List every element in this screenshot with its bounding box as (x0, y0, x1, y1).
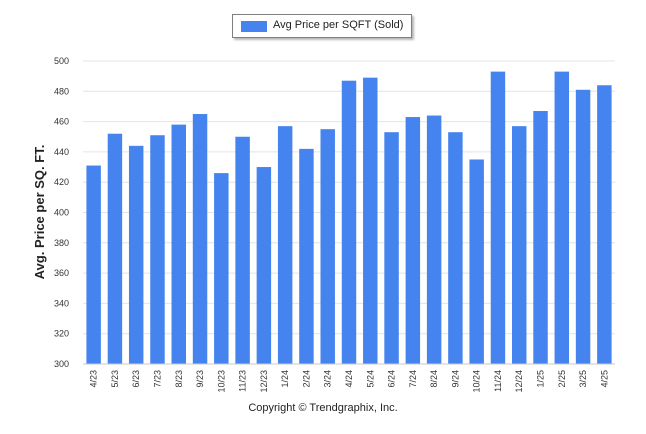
x-tick-label: 5/24 (365, 370, 375, 388)
bar[interactable] (426, 115, 442, 364)
bar[interactable] (448, 132, 463, 364)
x-tick-label: 10/23 (216, 370, 226, 393)
x-tick-label: 12/23 (259, 370, 269, 393)
y-tick-label: 340 (54, 298, 69, 308)
x-tick-label: 11/23 (238, 370, 248, 392)
y-tick-label: 360 (54, 268, 69, 278)
x-tick-label: 4/24 (344, 370, 354, 388)
y-tick-label: 480 (54, 86, 69, 96)
y-tick-label: 400 (54, 208, 69, 218)
bar[interactable] (320, 129, 335, 364)
y-tick-label: 460 (54, 117, 69, 127)
x-tick-label: 1/25 (536, 370, 546, 388)
bar[interactable] (363, 77, 378, 364)
y-axis-ticks: 300 320 340 360 380 400 420 440 460 480 500 (54, 56, 69, 369)
x-tick-label: 2/25 (557, 370, 567, 388)
y-tick-label: 320 (54, 329, 69, 339)
x-tick-label: 4/25 (599, 370, 609, 388)
bar[interactable] (597, 85, 612, 365)
x-tick-label: 3/25 (578, 370, 588, 388)
bar[interactable] (490, 71, 506, 364)
bar[interactable] (171, 124, 186, 364)
bar[interactable] (554, 71, 570, 364)
x-tick-label: 4/23 (89, 370, 99, 388)
legend-label: Avg Price per SQFT (Sold) (273, 19, 404, 31)
y-tick-label: 440 (54, 147, 69, 157)
y-tick-label: 300 (54, 359, 69, 369)
y-tick-label: 420 (54, 177, 69, 187)
x-tick-label: 10/24 (472, 370, 482, 393)
x-tick-label: 6/23 (131, 370, 141, 388)
legend[interactable]: Avg Price per SQFT (Sold) (232, 14, 412, 38)
x-tick-label: 3/24 (323, 370, 333, 388)
bar[interactable] (533, 110, 548, 365)
x-tick-label: 8/23 (174, 370, 184, 388)
bar[interactable] (107, 133, 123, 364)
bar[interactable] (256, 167, 272, 364)
x-tick-label: 7/23 (152, 370, 162, 388)
bar-series (86, 71, 612, 365)
y-tick-label: 380 (54, 238, 69, 248)
bar[interactable] (469, 159, 484, 364)
bar[interactable] (299, 148, 314, 364)
bar[interactable] (214, 173, 229, 364)
x-tick-label: 7/24 (408, 370, 418, 388)
x-tick-label: 1/24 (280, 370, 290, 388)
bar[interactable] (150, 135, 165, 364)
bar[interactable] (235, 136, 250, 364)
x-tick-label: 9/24 (450, 370, 460, 388)
x-tick-label: 12/24 (514, 370, 524, 393)
legend-swatch (241, 21, 267, 32)
copyright-credit: Copyright © Trendgraphix, Inc. (248, 402, 398, 414)
bar[interactable] (277, 126, 293, 365)
x-tick-label: 2/24 (301, 370, 311, 388)
bar[interactable] (512, 126, 527, 365)
y-axis-title: Avg. Price per SQ. FT. (32, 145, 47, 280)
x-axis-ticks: 4/23 5/23 6/23 7/23 8/23 9/23 10/23 11/23 12/23 1… (89, 370, 610, 393)
bar[interactable] (192, 114, 208, 365)
bar[interactable] (128, 145, 144, 364)
y-tick-label: 500 (54, 56, 69, 66)
x-tick-label: 11/24 (493, 370, 503, 392)
x-tick-label: 5/23 (110, 370, 120, 388)
x-tick-label: 8/24 (429, 370, 439, 388)
bar[interactable] (405, 117, 421, 365)
bar[interactable] (575, 89, 591, 364)
bar[interactable] (341, 80, 357, 364)
x-tick-label: 9/23 (195, 370, 205, 388)
bar[interactable] (86, 165, 101, 364)
x-tick-label: 6/24 (387, 370, 397, 388)
bar[interactable] (384, 132, 399, 364)
